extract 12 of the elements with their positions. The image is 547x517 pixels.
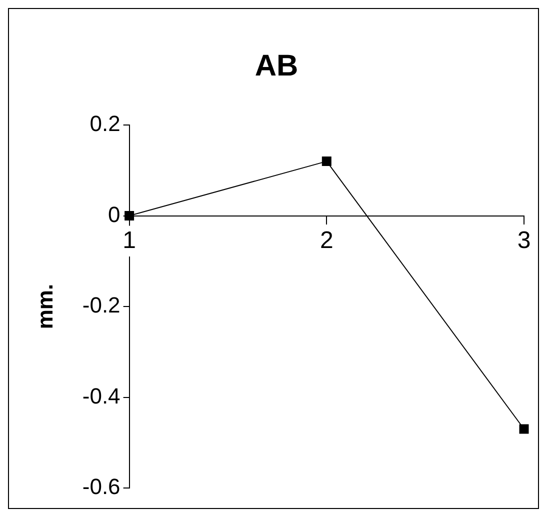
y-tick-label: -0.2 (82, 292, 120, 318)
point (519, 424, 529, 434)
y-tick-label: -0.4 (82, 383, 120, 408)
x-tick-label: 3 (517, 226, 531, 254)
chart-title: AB (254, 49, 298, 82)
y-tick-label: -0.6 (82, 474, 120, 500)
point (322, 156, 332, 166)
y-tick-label: 0 (108, 202, 120, 227)
x-tick-label: 1 (122, 226, 136, 254)
y-tick-label: 0.2 (90, 111, 120, 136)
x-tick-label: 2 (320, 226, 334, 254)
y-axis-title: mm. (32, 284, 58, 330)
